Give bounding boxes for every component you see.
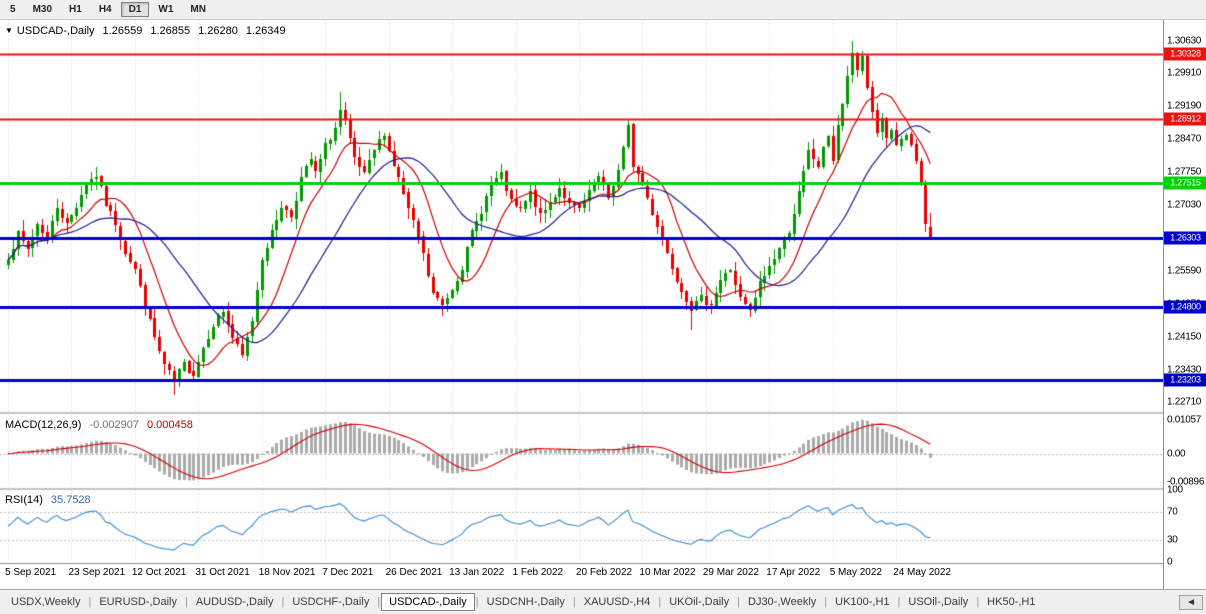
timeframe-button-d1[interactable]: D1 xyxy=(120,2,150,17)
rsi-axis-label: 70 xyxy=(1167,506,1178,518)
date-axis-label: 12 Oct 2021 xyxy=(131,567,187,578)
macd-label: MACD(12,26,9) xyxy=(5,419,82,431)
macd-main-value: -0.002907 xyxy=(89,419,139,431)
ohlc-low: 1.26280 xyxy=(198,25,238,37)
price-axis-label: 1.24150 xyxy=(1167,331,1202,343)
rsi-value: 35.7528 xyxy=(50,494,91,506)
date-axis: 5 Sep 2021 23 Sep 2021 12 Oct 2021 31 Oct 2… xyxy=(0,567,1163,583)
date-axis-label: 7 Dec 2021 xyxy=(322,567,374,578)
macd-axis-label: -0.00896 xyxy=(1167,476,1205,488)
tab-separator: | xyxy=(377,596,381,608)
price-axis-label: 1.27030 xyxy=(1167,199,1202,211)
ohlc-open: 1.26559 xyxy=(102,25,143,37)
tab-separator: | xyxy=(658,596,662,608)
date-axis-label: 13 Jan 2022 xyxy=(449,567,505,578)
chart-tab-ukoil-daily[interactable]: UKOil-,Daily xyxy=(669,596,730,608)
date-axis-label: 17 Apr 2022 xyxy=(766,567,821,578)
price-axis-label: 1.29910 xyxy=(1167,67,1202,79)
price-level-badge: 1.27515 xyxy=(1164,176,1206,190)
rsi-axis-label: 0 xyxy=(1167,556,1173,568)
macd-signal-value: 0.000458 xyxy=(146,419,193,431)
chart-tab-xauusd-h4[interactable]: XAUUSD-,H4 xyxy=(583,596,651,608)
chart-tab-dj30-weekly[interactable]: DJ30-,Weekly xyxy=(748,596,817,608)
price-axis-label: 1.22710 xyxy=(1167,396,1202,408)
chart-tab-bar: USDX,Weekly | EURUSD-,Daily | AUDUSD-,Daily |… xyxy=(0,589,1206,614)
date-axis-label: 10 Mar 2022 xyxy=(639,567,696,578)
chart-tab-usdchf-daily[interactable]: USDCHF-,Daily xyxy=(292,596,370,608)
price-axis-label: 1.23430 xyxy=(1167,364,1202,375)
date-axis-label: 23 Sep 2021 xyxy=(68,567,126,578)
tab-separator: | xyxy=(737,596,740,608)
price-axis-label: 1.30630 xyxy=(1167,35,1202,47)
price-axis[interactable]: 1.30630 1.29910 1.29190 1.28470 1.27750 1.270… xyxy=(1163,20,1206,589)
chart-tab-hk50-h1[interactable]: HK50-,H1 xyxy=(987,596,1036,608)
date-axis-label: 1 Feb 2022 xyxy=(512,567,564,578)
ohlc-close: 1.26349 xyxy=(245,25,286,37)
tab-separator: | xyxy=(572,596,576,608)
rsi-label: RSI(14) xyxy=(5,494,43,506)
tab-scroll-left-icon[interactable]: ◄ xyxy=(1179,594,1203,610)
chart-tab-usdcad-daily[interactable]: USDCAD-,Daily xyxy=(381,593,475,611)
price-axis-label: 1.28470 xyxy=(1167,133,1202,145)
price-axis-label: 1.29190 xyxy=(1167,100,1202,112)
price-chart-canvas[interactable] xyxy=(0,20,1163,589)
chart-menu-icon[interactable]: ▼ xyxy=(5,26,13,35)
rsi-header: RSI(14) 35.7528 xyxy=(5,494,91,506)
date-axis-label: 20 Feb 2022 xyxy=(575,567,633,578)
price-level-badge: 1.24800 xyxy=(1164,300,1206,314)
date-axis-label: 29 Mar 2022 xyxy=(702,567,759,578)
timeframe-button-h1[interactable]: H1 xyxy=(69,4,82,15)
timeframe-button-w1[interactable]: W1 xyxy=(158,4,174,15)
chart-tab-eurusd-daily[interactable]: EURUSD-,Daily xyxy=(99,596,177,608)
date-axis-label: 24 May 2022 xyxy=(893,567,951,578)
price-level-badge: 1.28912 xyxy=(1164,112,1206,126)
chart-tab-usdx-weekly[interactable]: USDX,Weekly xyxy=(11,596,81,608)
price-level-badge: 1.30328 xyxy=(1164,47,1206,61)
date-axis-label: 5 May 2022 xyxy=(829,567,882,578)
price-level-badge: 1.23203 xyxy=(1164,373,1206,387)
tab-separator: | xyxy=(897,596,901,608)
chart-tab-usoil-daily[interactable]: USOil-,Daily xyxy=(908,596,969,608)
rsi-axis-label: 100 xyxy=(1167,484,1183,496)
timeframe-button-5[interactable]: 5 xyxy=(10,4,16,15)
tab-separator: | xyxy=(184,596,188,608)
timeframe-button-mn[interactable]: MN xyxy=(190,4,206,15)
price-axis-label: 1.27750 xyxy=(1167,166,1202,178)
chart-tab-usdcnh-daily[interactable]: USDCNH-,Daily xyxy=(486,596,565,608)
rsi-axis-label: 30 xyxy=(1167,534,1178,546)
price-level-badge: 1.26303 xyxy=(1164,231,1206,245)
tab-separator: | xyxy=(281,596,285,608)
tab-separator: | xyxy=(475,596,479,608)
tab-separator: | xyxy=(824,596,828,608)
timeframe-toolbar: 5 M30 H1 H4 D1 W1 MN xyxy=(0,0,1206,20)
symbol-label: USDCAD-,Daily xyxy=(16,25,95,37)
macd-axis-label: 0.01057 xyxy=(1167,414,1202,426)
macd-header: MACD(12,26,9) -0.002907 0.000458 xyxy=(5,419,193,431)
timeframe-button-h4[interactable]: H4 xyxy=(98,4,112,15)
timeframe-button-m30[interactable]: M30 xyxy=(32,4,53,15)
date-axis-label: 31 Oct 2021 xyxy=(195,567,250,578)
macd-axis-label: 0.00 xyxy=(1167,448,1186,460)
tab-separator: | xyxy=(976,596,980,608)
tab-separator: | xyxy=(88,596,92,608)
chart-tab-audusd-daily[interactable]: AUDUSD-,Daily xyxy=(195,596,274,608)
date-axis-label: 18 Nov 2021 xyxy=(258,567,316,578)
date-axis-label: 5 Sep 2021 xyxy=(5,567,57,578)
date-axis-label: 26 Dec 2021 xyxy=(385,567,443,578)
ohlc-high: 1.26855 xyxy=(150,25,191,37)
price-axis-label: 1.25590 xyxy=(1167,265,1202,277)
chart-symbol-header: ▼ USDCAD-,Daily 1.26559 1.26855 1.26280 1.263… xyxy=(5,25,286,37)
chart-tab-uk100-h1[interactable]: UK100-,H1 xyxy=(835,596,890,608)
